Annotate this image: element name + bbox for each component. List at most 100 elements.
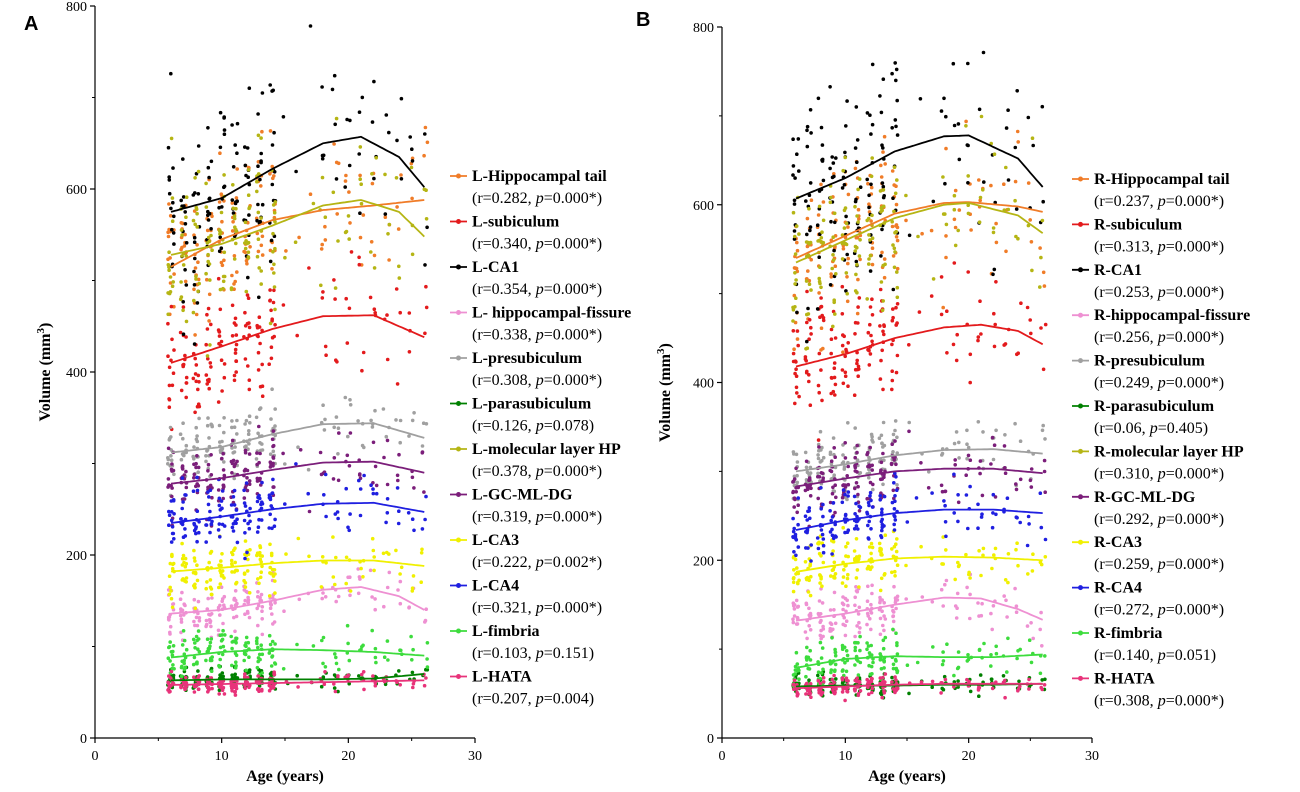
data-point xyxy=(254,179,259,184)
data-point xyxy=(881,451,885,456)
data-point xyxy=(793,234,797,239)
data-point xyxy=(968,380,972,385)
data-point xyxy=(841,246,846,251)
data-point xyxy=(260,564,264,569)
data-point xyxy=(881,195,886,200)
data-point xyxy=(204,459,208,464)
data-point xyxy=(372,307,377,312)
data-point xyxy=(804,681,809,686)
data-point xyxy=(809,257,813,262)
data-point xyxy=(978,198,982,203)
legend-series-name: L-Hippocampal tail xyxy=(472,168,607,185)
data-point xyxy=(991,511,995,515)
data-point xyxy=(833,647,837,652)
data-point xyxy=(255,665,260,670)
data-point xyxy=(169,206,173,211)
data-point xyxy=(833,650,838,655)
data-point xyxy=(179,295,184,299)
data-point xyxy=(809,198,814,202)
points-r-presubiculum xyxy=(791,419,1047,502)
data-point xyxy=(323,344,328,349)
data-point xyxy=(371,674,375,678)
data-point xyxy=(891,619,896,624)
data-point xyxy=(398,579,403,584)
data-point xyxy=(792,474,797,479)
fit-line-l-presubiculum xyxy=(170,422,425,454)
data-point xyxy=(894,229,898,234)
data-point xyxy=(219,210,224,215)
data-point xyxy=(195,488,200,493)
data-point xyxy=(891,287,896,292)
legend-series-name: R-GC-ML-DG xyxy=(1094,489,1196,506)
data-point xyxy=(204,373,209,377)
data-point xyxy=(420,444,425,448)
data-point xyxy=(944,234,948,238)
data-point xyxy=(273,579,277,583)
data-point xyxy=(791,489,796,494)
data-point xyxy=(808,516,812,521)
data-point xyxy=(271,574,276,578)
data-point xyxy=(181,300,185,304)
data-point xyxy=(816,546,821,551)
data-point xyxy=(217,522,222,526)
data-point xyxy=(890,680,894,684)
data-point xyxy=(235,568,239,573)
data-point xyxy=(243,585,248,589)
data-point xyxy=(805,320,809,325)
data-point xyxy=(793,252,798,256)
data-point xyxy=(272,670,277,674)
data-point xyxy=(807,379,811,384)
data-point xyxy=(1016,688,1020,693)
data-point xyxy=(792,607,797,611)
data-point xyxy=(348,431,353,435)
data-point xyxy=(272,210,277,215)
data-point xyxy=(370,628,375,633)
data-point xyxy=(846,464,850,469)
data-point xyxy=(994,644,998,649)
data-point xyxy=(257,684,262,688)
data-point xyxy=(992,267,997,272)
data-point xyxy=(232,450,237,454)
data-point xyxy=(196,373,201,378)
data-point xyxy=(233,666,238,670)
data-point xyxy=(845,252,849,257)
data-point xyxy=(230,303,235,308)
data-point xyxy=(806,269,810,273)
data-point xyxy=(843,530,847,535)
legend-swatch-marker xyxy=(456,446,461,452)
data-point xyxy=(168,640,172,644)
data-point xyxy=(349,250,354,254)
data-point xyxy=(1040,644,1044,648)
data-point xyxy=(867,545,872,549)
data-point xyxy=(853,455,857,460)
data-point xyxy=(870,434,874,439)
data-point xyxy=(894,235,899,239)
data-point xyxy=(372,176,376,181)
data-point xyxy=(333,512,338,516)
data-point xyxy=(846,256,850,261)
data-point xyxy=(821,318,826,323)
data-point xyxy=(170,219,175,223)
data-point xyxy=(371,548,376,553)
legend-series-stats: (r=0.310, p=0.000*) xyxy=(1094,465,1224,482)
data-point xyxy=(217,503,222,508)
data-point xyxy=(966,61,970,66)
data-point xyxy=(258,544,262,548)
data-point xyxy=(216,276,221,281)
data-point xyxy=(870,545,875,550)
data-point xyxy=(295,642,299,647)
data-point xyxy=(230,198,235,202)
data-point xyxy=(952,123,957,128)
data-point xyxy=(409,161,414,166)
data-point xyxy=(831,485,835,490)
data-point xyxy=(233,693,238,697)
data-point xyxy=(819,368,823,372)
data-point xyxy=(833,382,838,387)
data-point xyxy=(856,673,861,677)
data-point xyxy=(1042,458,1047,463)
data-point xyxy=(192,556,197,560)
data-point xyxy=(816,471,820,476)
data-point xyxy=(167,645,171,650)
data-point xyxy=(411,682,416,686)
data-point xyxy=(803,560,808,564)
